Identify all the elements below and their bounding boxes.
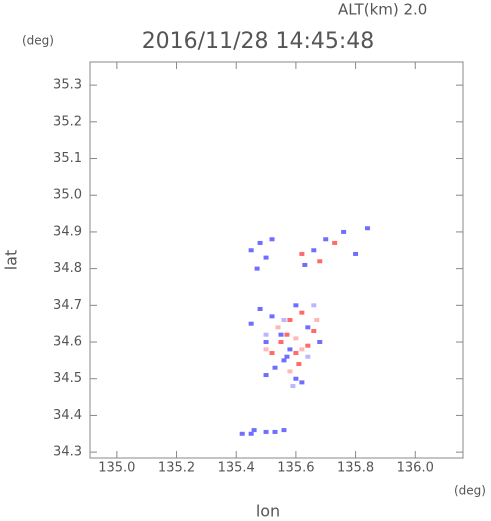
data-cell — [275, 325, 281, 330]
y-tick-label: 34.9 — [53, 224, 82, 239]
data-cell — [323, 237, 329, 242]
data-cell — [293, 376, 299, 381]
data-cell — [317, 259, 323, 264]
y-tick-label: 35.3 — [53, 78, 82, 93]
x-tick-label: 135.0 — [98, 461, 135, 476]
subtitle: ALT(km) 2.0 — [338, 1, 427, 19]
data-cell — [305, 354, 311, 359]
data-cell — [263, 340, 269, 345]
data-cell — [257, 306, 263, 311]
x-tick-label: 135.8 — [337, 461, 374, 476]
data-cell — [332, 240, 338, 245]
data-cell — [281, 358, 287, 363]
data-cell — [293, 351, 299, 356]
data-cell — [302, 262, 308, 267]
y-tick-label: 34.4 — [53, 408, 82, 423]
data-cell — [281, 318, 287, 323]
data-cell — [263, 332, 269, 337]
data-cell — [353, 251, 359, 256]
data-cell — [290, 384, 296, 389]
x-axis-label: lon — [256, 502, 280, 521]
data-cell — [263, 373, 269, 378]
data-cell — [254, 266, 260, 271]
data-cell — [293, 303, 299, 308]
data-cell — [341, 229, 347, 234]
data-cell — [272, 429, 278, 434]
data-cell — [239, 431, 245, 436]
data-cell — [293, 336, 299, 341]
data-cell — [281, 428, 287, 433]
data-cell — [305, 343, 311, 348]
y-tick-label: 34.6 — [53, 335, 82, 350]
data-cell — [314, 318, 320, 323]
y-tick-label: 35.1 — [53, 151, 82, 166]
data-cell — [365, 226, 371, 231]
data-cell — [278, 332, 284, 337]
data-cell — [251, 428, 257, 433]
data-cell — [311, 303, 317, 308]
chart-title: 2016/11/28 14:45:48 — [142, 29, 375, 54]
data-cell — [269, 237, 275, 242]
data-cell — [299, 251, 305, 256]
data-cell — [269, 314, 275, 319]
x-unit: (deg) — [454, 484, 486, 498]
y-tick-label: 34.3 — [53, 445, 82, 460]
x-tick-label: 135.4 — [218, 461, 255, 476]
y-unit: (deg) — [22, 34, 54, 48]
y-tick-label: 34.8 — [53, 261, 82, 276]
data-cell — [272, 365, 278, 370]
data-cell — [278, 340, 284, 345]
data-cell — [263, 255, 269, 260]
data-cell — [317, 340, 323, 345]
data-cell — [248, 248, 254, 253]
data-cell — [299, 380, 305, 385]
y-tick-label: 35.2 — [53, 114, 82, 129]
x-tick-label: 135.2 — [158, 461, 195, 476]
data-cell — [263, 429, 269, 434]
data-cell — [287, 347, 293, 352]
data-cell — [311, 329, 317, 334]
data-cell — [257, 240, 263, 245]
data-cell — [248, 321, 254, 326]
x-tick-label: 135.6 — [277, 461, 314, 476]
y-axis-label: lat — [2, 250, 21, 271]
data-cell — [263, 347, 269, 352]
y-tick-label: 34.7 — [53, 298, 82, 313]
data-cell — [311, 248, 317, 253]
data-cell — [305, 325, 311, 330]
data-cell — [284, 354, 290, 359]
x-tick-label: 136.0 — [397, 461, 434, 476]
data-cell — [299, 347, 305, 352]
data-cell — [296, 362, 302, 367]
data-cell — [248, 431, 254, 436]
data-cell — [284, 332, 290, 337]
data-cell — [287, 318, 293, 323]
y-tick-label: 34.5 — [53, 371, 82, 386]
data-cell — [269, 351, 275, 356]
y-tick-label: 35.0 — [53, 188, 82, 203]
plot-frame — [89, 61, 464, 459]
data-cell — [299, 310, 305, 315]
data-cell — [287, 369, 293, 374]
